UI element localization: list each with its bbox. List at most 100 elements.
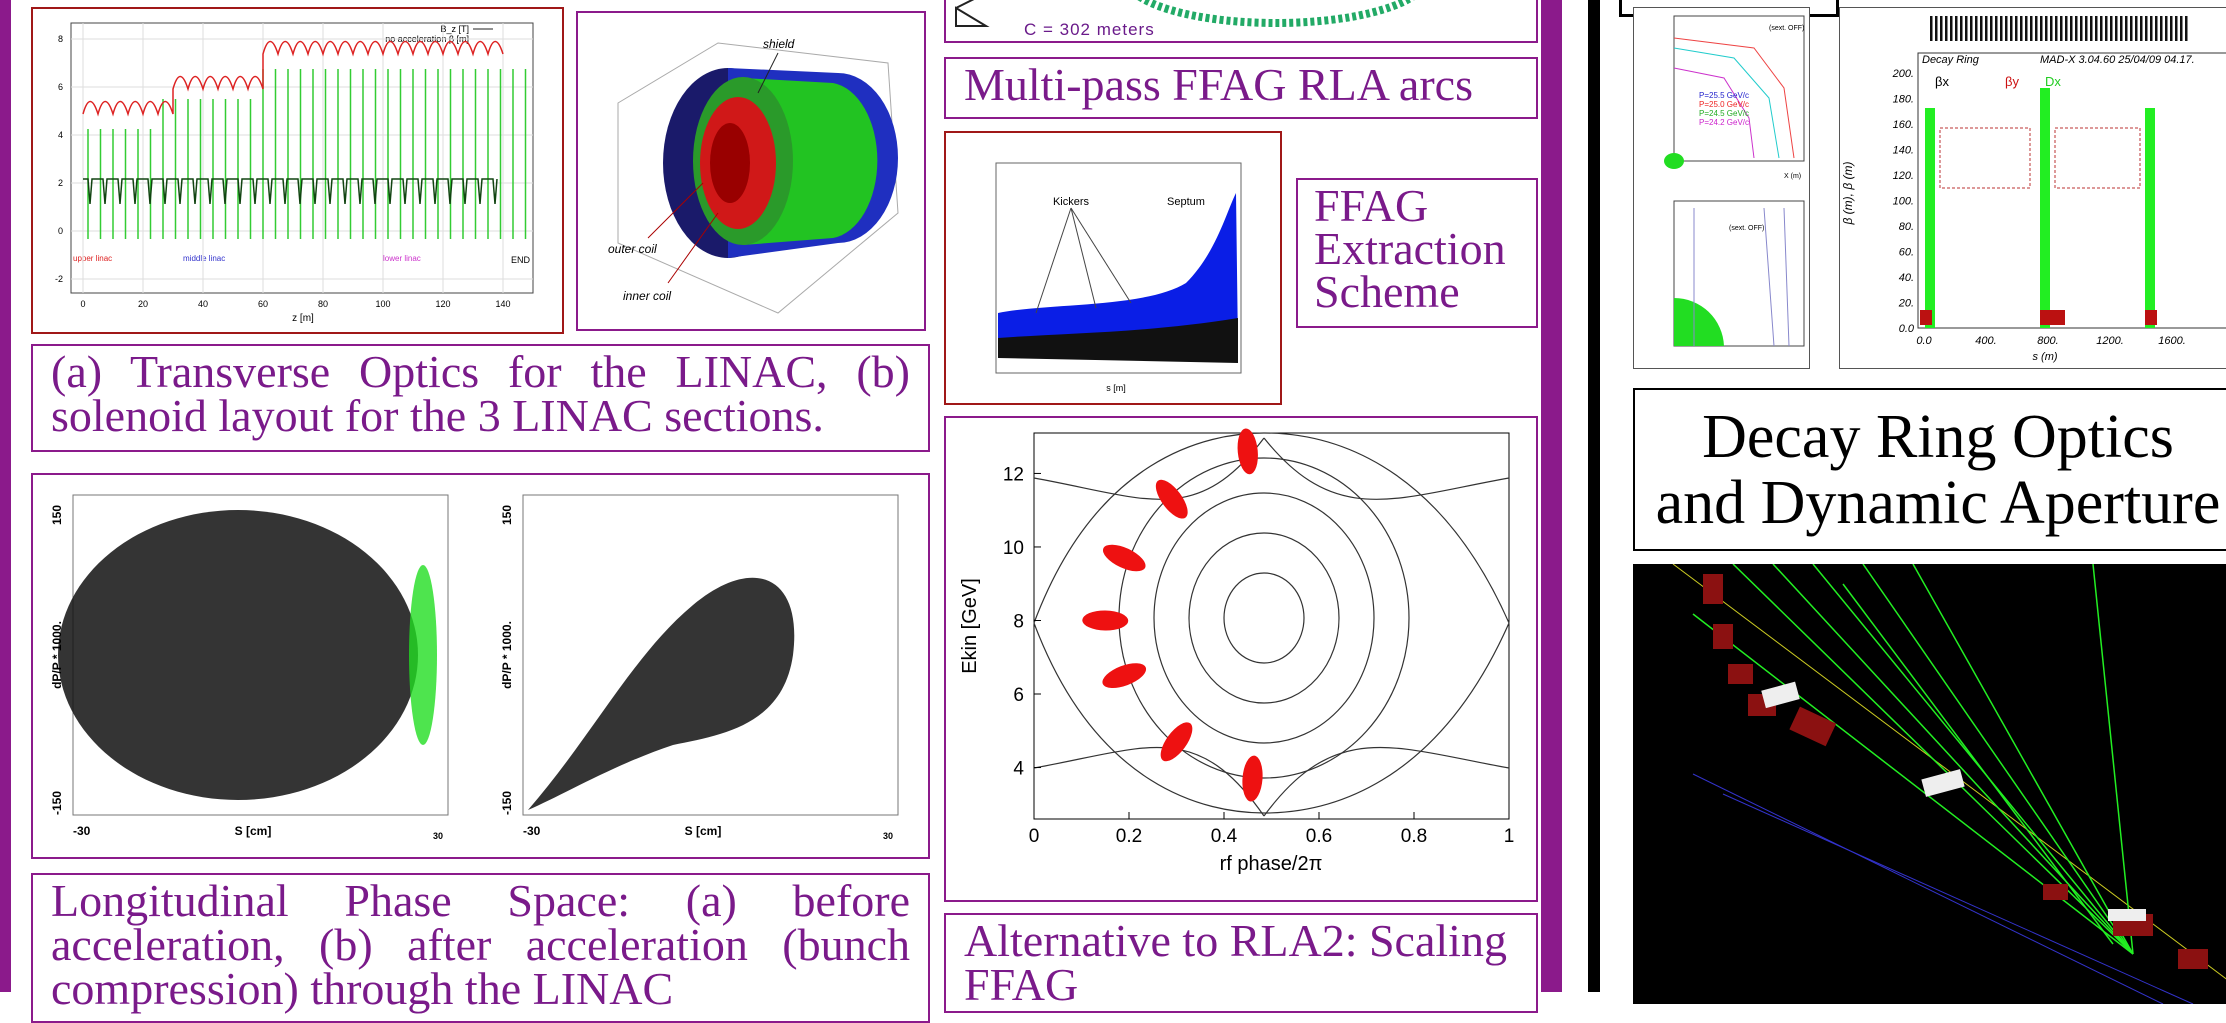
pointer bbox=[647, 182, 704, 239]
circumference: C = 302 meters bbox=[1024, 20, 1155, 39]
rla-phase-figure: Ekin [GeV] rf phase/2π 0 0.2 0.4 0.6 0.8 1 4 6 8… bbox=[944, 416, 1538, 902]
part-label: inner coil bbox=[623, 289, 671, 303]
extraction-plot: Kickers Septum s [m] bbox=[995, 162, 1242, 393]
pointer bbox=[1070, 207, 1132, 304]
x-tick-label: 0.2 bbox=[1116, 826, 1142, 847]
tick-label: 30 bbox=[883, 831, 893, 841]
annotation: (sext. OFF) bbox=[1769, 25, 1804, 32]
aperture-patch bbox=[1674, 297, 1724, 346]
column-divider bbox=[1541, 0, 1562, 992]
y-tick-label: 12 bbox=[1003, 464, 1024, 485]
caption: Longitudinal Phase Space: (a) before acc… bbox=[31, 873, 930, 1023]
x-axis-label: s [m] bbox=[1106, 383, 1126, 393]
pointer bbox=[1035, 207, 1072, 314]
x-tick-label: 0 bbox=[80, 299, 85, 309]
section-label: lower linac bbox=[383, 254, 421, 263]
beam-envelope bbox=[998, 318, 1238, 363]
x-tick-label: 120 bbox=[435, 299, 450, 309]
y-tick-label: 0.0 bbox=[1899, 323, 1915, 335]
column-divider bbox=[1588, 0, 1600, 992]
aperture-patch bbox=[1664, 153, 1684, 169]
beta-peak bbox=[1920, 310, 1932, 325]
beta-peak bbox=[2145, 310, 2157, 325]
y-tick-label: 20. bbox=[1898, 298, 1914, 310]
y-tick-label: 80. bbox=[1899, 221, 1914, 233]
phase-space-plots: 150 -150 dP/P * 1000. -30 30 S [cm] 150 … bbox=[50, 494, 899, 841]
y-tick-label: 2 bbox=[58, 178, 63, 188]
arc-figure: C = 302 meters bbox=[944, 0, 1538, 43]
tick-label: -150 bbox=[50, 791, 64, 815]
plot-frame bbox=[995, 162, 1242, 374]
y-tick-label: 160. bbox=[1893, 119, 1914, 131]
end-label: END bbox=[511, 255, 531, 265]
annotation: P=24.2 GeV/c bbox=[1699, 118, 1749, 127]
bunch bbox=[1102, 663, 1147, 689]
pointer bbox=[667, 212, 719, 284]
y-tick-label: 180. bbox=[1893, 94, 1914, 106]
aperture-plots: (sext. OFF) P=25.5 GeV/c P=25.0 GeV/c P=… bbox=[1664, 15, 1805, 347]
beta-peak bbox=[2040, 310, 2065, 325]
bunch bbox=[1160, 722, 1193, 762]
y-tick-label: 120. bbox=[1893, 170, 1914, 182]
tick-label: -150 bbox=[500, 791, 514, 815]
solenoid-figure: shield outer coil inner coil bbox=[576, 11, 926, 331]
linac-optics-figure: B_z [T] no acceleration β [m] END upper … bbox=[31, 7, 564, 334]
annotation: (sext. OFF) bbox=[1729, 225, 1764, 232]
field-curve bbox=[83, 178, 498, 205]
annotation: Septum bbox=[1167, 196, 1205, 208]
x-axis-label: X (m) bbox=[1784, 173, 1801, 180]
x-tick-label: 140 bbox=[495, 299, 510, 309]
aperture-figure: (sext. OFF) P=25.5 GeV/c P=25.0 GeV/c P=… bbox=[1633, 7, 1810, 369]
legend-entry: βy bbox=[2005, 74, 2019, 89]
rla-phase-plot: Ekin [GeV] rf phase/2π 0 0.2 0.4 0.6 0.8 1 4 6 8… bbox=[959, 428, 1515, 875]
arc-sketch bbox=[955, 0, 990, 27]
ring bbox=[1137, 0, 1415, 27]
particle-cloud bbox=[58, 510, 418, 800]
x-tick-label: 1 bbox=[1504, 826, 1515, 847]
particle-cloud bbox=[409, 565, 437, 745]
bunch bbox=[1102, 544, 1146, 572]
tick-label: 150 bbox=[500, 505, 514, 525]
tracking-scene bbox=[1672, 564, 2226, 1004]
y-tick-label: 6 bbox=[58, 82, 63, 92]
linac-plot: B_z [T] no acceleration β [m] END upper … bbox=[55, 22, 534, 324]
x-axis-label: s (m) bbox=[2032, 351, 2057, 363]
y-axis-label: Ekin [GeV] bbox=[959, 578, 981, 674]
x-axis-label: rf phase/2π bbox=[1220, 853, 1323, 875]
beam-pipe bbox=[1692, 773, 2194, 1004]
tick-label: 150 bbox=[50, 505, 64, 525]
plot-title: Decay Ring bbox=[1922, 54, 1980, 66]
separatrix-curves bbox=[1033, 432, 1510, 817]
plot-frame bbox=[1917, 52, 2226, 329]
annotation: P=25.5 GeV/c bbox=[1699, 91, 1749, 100]
beam-envelope bbox=[998, 193, 1238, 348]
x-tick-label: 60 bbox=[258, 299, 268, 309]
pointer bbox=[1070, 207, 1097, 309]
annotation: Kickers bbox=[1053, 196, 1090, 208]
x-tick-label: 0.8 bbox=[1401, 826, 1427, 847]
detectors bbox=[1761, 681, 2146, 921]
plot-frame bbox=[1673, 200, 1805, 347]
y-tick-label: 200. bbox=[1892, 68, 1914, 80]
x-tick-label: 40 bbox=[198, 299, 208, 309]
left-border bbox=[0, 0, 11, 992]
x-tick-label: 80 bbox=[318, 299, 328, 309]
section-label: middle linac bbox=[183, 254, 225, 263]
y-axis-label: β (m), β (m) bbox=[1841, 161, 1855, 225]
aperture-curve bbox=[1693, 207, 1790, 347]
x-axis-label: S [cm] bbox=[235, 824, 272, 838]
y-tick-label: 8 bbox=[58, 34, 63, 44]
caption: FFAG Extraction Scheme bbox=[1296, 178, 1538, 328]
legend-entry: Dx bbox=[2045, 74, 2061, 89]
y-tick-label: 100. bbox=[1893, 196, 1914, 208]
optics-figure: Decay Ring MAD-X 3.04.60 25/04/09 04.17.… bbox=[1839, 7, 2226, 369]
y-tick-label: 0 bbox=[58, 226, 63, 236]
annotation: P=25.0 GeV/c bbox=[1699, 100, 1749, 109]
bunch bbox=[1237, 428, 1258, 475]
section-label: upper linac bbox=[73, 254, 112, 263]
bunch bbox=[1155, 479, 1188, 519]
x-tick-label: 0.4 bbox=[1211, 826, 1238, 847]
x-tick-label: 0 bbox=[1029, 826, 1040, 847]
x-tick-label: 1200. bbox=[2096, 335, 2124, 347]
